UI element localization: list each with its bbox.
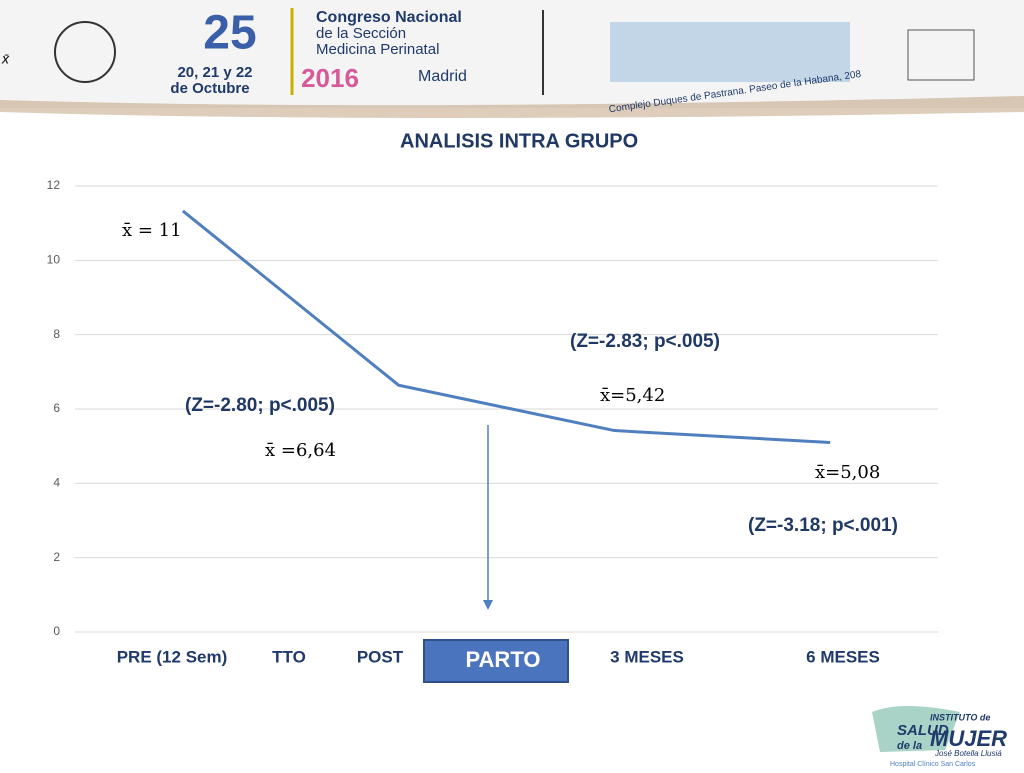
institute-text: SALUD <box>897 722 949 739</box>
institute-text: de la <box>897 740 922 752</box>
society: Medicina Perinatal <box>316 41 439 58</box>
institute-logo <box>872 706 960 752</box>
y-tick-label: 2 <box>53 550 60 564</box>
x-tick-label: POST <box>357 647 404 666</box>
corner-symbol: x̄ <box>1 51 10 67</box>
edition: 25 <box>203 7 256 60</box>
y-tick-label: 4 <box>53 476 60 490</box>
institute-text: MUJER <box>930 726 1007 751</box>
x-tick-label: PRE (12 Sem) <box>117 647 228 666</box>
society-logo <box>907 29 975 81</box>
annotation: (Z=-3.18; p<.001) <box>748 515 898 536</box>
data-line <box>181 209 831 444</box>
seal <box>54 21 116 83</box>
y-tick-label: 12 <box>47 178 61 192</box>
annotation: (Z=-2.80; p<.005) <box>185 395 335 416</box>
chart-title: ANALISIS INTRA GRUPO <box>400 130 638 152</box>
x-tick-label: 3 MESES <box>610 647 684 666</box>
skyline <box>610 22 850 82</box>
annotation: (Z=-2.83; p<.005) <box>570 331 720 352</box>
x-extra-label: PARTO <box>466 647 541 672</box>
annotation: x̄=5,42 <box>600 385 665 406</box>
y-tick-label: 10 <box>47 253 61 267</box>
year: 2016 <box>301 63 359 93</box>
x-extra-label: TTO <box>272 647 306 666</box>
institute-hospital: Hospital Clínico San Carlos <box>890 761 976 768</box>
section: de la Sección <box>316 25 406 42</box>
arrow-head <box>483 600 493 610</box>
institute-text: INSTITUTO de <box>930 712 990 722</box>
dates: 20, 21 y 22 <box>177 64 252 81</box>
plot: 0 2 4 6 8 10 12 PRE (12 Sem) POST 3 MESES 6 MESES <box>47 178 938 666</box>
header-swoosh <box>0 96 1024 118</box>
institute-person: José Botella Llusiá <box>934 749 1002 758</box>
y-tick-label: 0 <box>53 624 60 638</box>
x-tick-label: 6 MESES <box>806 647 880 666</box>
header-band <box>0 0 1024 108</box>
annotation: x̄ =6,64 <box>265 440 336 461</box>
annotation: x̄=5,08 <box>815 462 880 483</box>
y-tick-label: 8 <box>53 327 60 341</box>
month: de Octubre <box>170 80 249 97</box>
annotation: x̄ = 11 <box>122 220 182 241</box>
city: Madrid <box>418 68 467 85</box>
parto-box <box>423 639 569 683</box>
congress: Congreso Nacional <box>316 9 462 26</box>
y-tick-label: 6 <box>53 401 60 415</box>
